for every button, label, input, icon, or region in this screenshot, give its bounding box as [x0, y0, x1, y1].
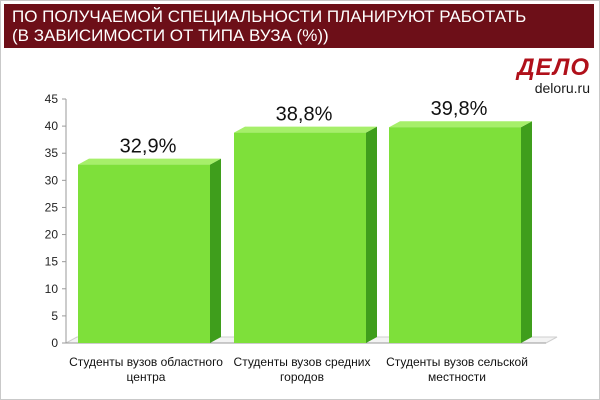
chart-header: ПО ПОЛУЧАЕМОЙ СПЕЦИАЛЬНОСТИ ПЛАНИРУЮТ РА…	[4, 4, 594, 48]
logo-site: deloru.ru	[534, 80, 590, 96]
bar-value-label: 39,8%	[431, 98, 488, 120]
logo-mark: ДЕЛО	[517, 54, 590, 81]
bar-top	[234, 126, 377, 133]
bar-front	[234, 132, 366, 343]
x-category-label: городов	[280, 370, 324, 384]
bar-top	[389, 121, 532, 128]
bar-side	[366, 126, 377, 344]
x-category-label: Студенты вузов областного	[69, 355, 223, 369]
bar-front	[78, 164, 210, 343]
bar-value-label: 32,9%	[120, 136, 177, 158]
y-tick-label: 0	[51, 336, 58, 350]
bar-2	[234, 126, 377, 344]
header-line-2: (В ЗАВИСИМОСТИ ОТ ТИПА ВУЗА (%))	[12, 26, 329, 45]
y-tick-label: 15	[45, 255, 59, 269]
y-tick-label: 40	[45, 119, 59, 133]
y-tick-label: 45	[45, 92, 59, 106]
y-tick-label: 10	[45, 282, 59, 296]
logo: ДЕЛО deloru.ru	[517, 54, 590, 97]
x-category-label: центра	[127, 370, 166, 384]
x-category-label: Студенты вузов средних	[234, 355, 371, 369]
bar-1	[78, 158, 221, 343]
bar-value-label: 38,8%	[276, 104, 333, 126]
y-tick-label: 5	[51, 309, 58, 323]
y-tick-label: 20	[45, 228, 59, 242]
header-line-1: ПО ПОЛУЧАЕМОЙ СПЕЦИАЛЬНОСТИ ПЛАНИРУЮТ РА…	[12, 7, 527, 26]
bar-3	[389, 121, 532, 343]
bar-side	[210, 158, 221, 343]
y-tick-label: 35	[45, 146, 59, 160]
y-tick-label: 30	[45, 173, 59, 187]
x-category-label: местности	[428, 370, 486, 384]
x-category-label: Студенты вузов сельской	[386, 355, 528, 369]
y-tick-label: 25	[45, 200, 59, 214]
bar-front	[389, 127, 521, 343]
bar-top	[78, 158, 221, 165]
bar-side	[521, 121, 532, 343]
